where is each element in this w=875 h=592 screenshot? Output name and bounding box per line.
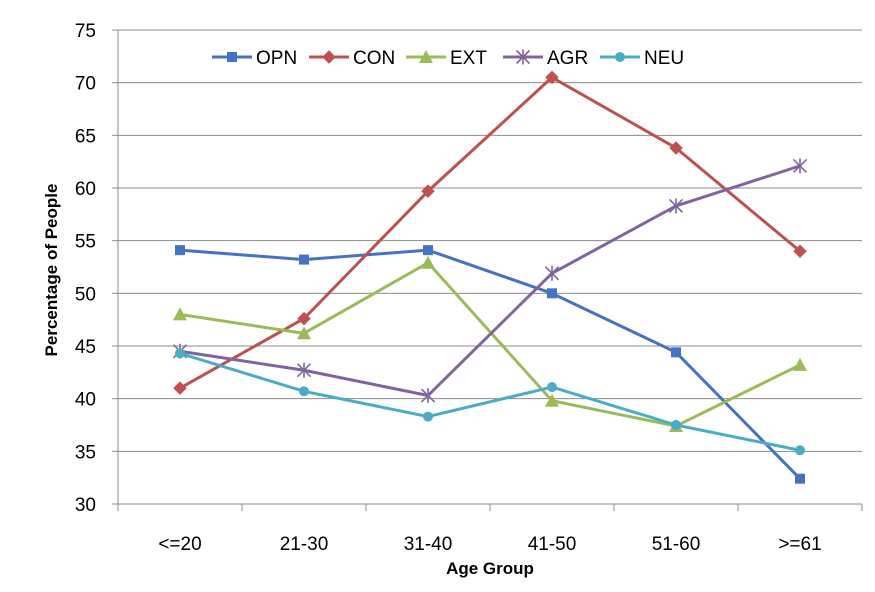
- data-point-con: [669, 141, 683, 155]
- data-point-neu: [175, 348, 185, 359]
- legend-marker: [615, 52, 625, 62]
- y-tick-label: 40: [75, 390, 96, 411]
- data-point-ext: [793, 357, 807, 371]
- x-axis-title: Age Group: [446, 559, 534, 578]
- data-point-con: [793, 244, 807, 258]
- series-line-agr: [178, 164, 802, 398]
- data-point-agr: [296, 362, 312, 378]
- legend-label: CON: [353, 48, 395, 69]
- data-point-agr: [420, 388, 436, 403]
- data-point-ext: [421, 255, 435, 269]
- y-tick-label: 35: [75, 442, 96, 463]
- legend-label: AGR: [547, 48, 588, 69]
- data-point-opn: [547, 288, 557, 299]
- data-point-con: [545, 70, 559, 85]
- x-tick-label: >=61: [778, 534, 821, 555]
- data-point-agr: [792, 158, 808, 174]
- series-line-ext: [178, 261, 802, 428]
- data-point-opn: [795, 473, 805, 484]
- y-tick-label: 50: [75, 284, 96, 305]
- y-tick-label: 55: [75, 232, 96, 253]
- series-neu: [175, 348, 805, 456]
- data-point-neu: [423, 411, 433, 422]
- y-tick-label: 70: [75, 74, 96, 95]
- legend-item-neu: NEU: [600, 48, 684, 69]
- data-point-agr: [544, 265, 560, 281]
- series-agr: [172, 158, 808, 403]
- data-point-con: [297, 311, 311, 326]
- y-tick-label: 60: [75, 179, 96, 200]
- data-point-neu: [795, 445, 805, 456]
- y-tick-label: 65: [75, 126, 96, 147]
- legend-marker: [515, 49, 531, 65]
- x-tick-label: 41-50: [528, 534, 577, 555]
- legend-label: EXT: [450, 48, 487, 69]
- data-point-ext: [545, 393, 559, 407]
- legend-item-ext: EXT: [406, 48, 487, 69]
- axes: 30 35 40 45 50 55 60 65 70 75 <=20 21-30 31-40 41-50 5…: [75, 21, 863, 555]
- legend-label: NEU: [644, 48, 684, 69]
- data-point-neu: [299, 386, 309, 397]
- x-tick-label: <=20: [158, 534, 201, 555]
- series-line-con: [178, 75, 802, 390]
- x-tick-label: 51-60: [652, 534, 701, 555]
- legend-marker: [322, 50, 336, 64]
- legend-label: OPN: [256, 48, 297, 69]
- series-line-neu: [178, 351, 802, 452]
- legend-marker: [227, 52, 237, 62]
- gridlines: [118, 29, 862, 452]
- series-lines: [172, 70, 808, 484]
- legend-item-opn: OPN: [212, 48, 297, 69]
- data-point-con: [173, 381, 187, 395]
- data-point-agr: [668, 198, 684, 214]
- legend-item-agr: AGR: [503, 48, 588, 69]
- legend-item-con: CON: [309, 48, 395, 69]
- y-axis-title: Percentage of People: [42, 184, 61, 357]
- x-tick-label: 31-40: [404, 534, 453, 555]
- data-point-ext: [297, 326, 311, 340]
- data-point-neu: [547, 382, 557, 393]
- data-point-opn: [175, 245, 185, 256]
- data-point-neu: [671, 420, 681, 430]
- series-opn: [175, 245, 805, 484]
- y-tick-label: 30: [75, 495, 96, 516]
- data-point-opn: [423, 245, 433, 256]
- data-point-con: [421, 184, 435, 198]
- series-line-opn: [178, 248, 802, 481]
- data-point-opn: [299, 254, 309, 265]
- data-point-ext: [173, 307, 187, 321]
- data-point-opn: [671, 347, 681, 358]
- legend-marker: [419, 50, 433, 63]
- y-tick-label: 75: [75, 21, 96, 42]
- legend: OPN CON EXT AGR NEU: [212, 48, 684, 69]
- series-ext: [173, 255, 807, 433]
- y-tick-label: 45: [75, 337, 96, 358]
- x-tick-label: 21-30: [280, 534, 329, 555]
